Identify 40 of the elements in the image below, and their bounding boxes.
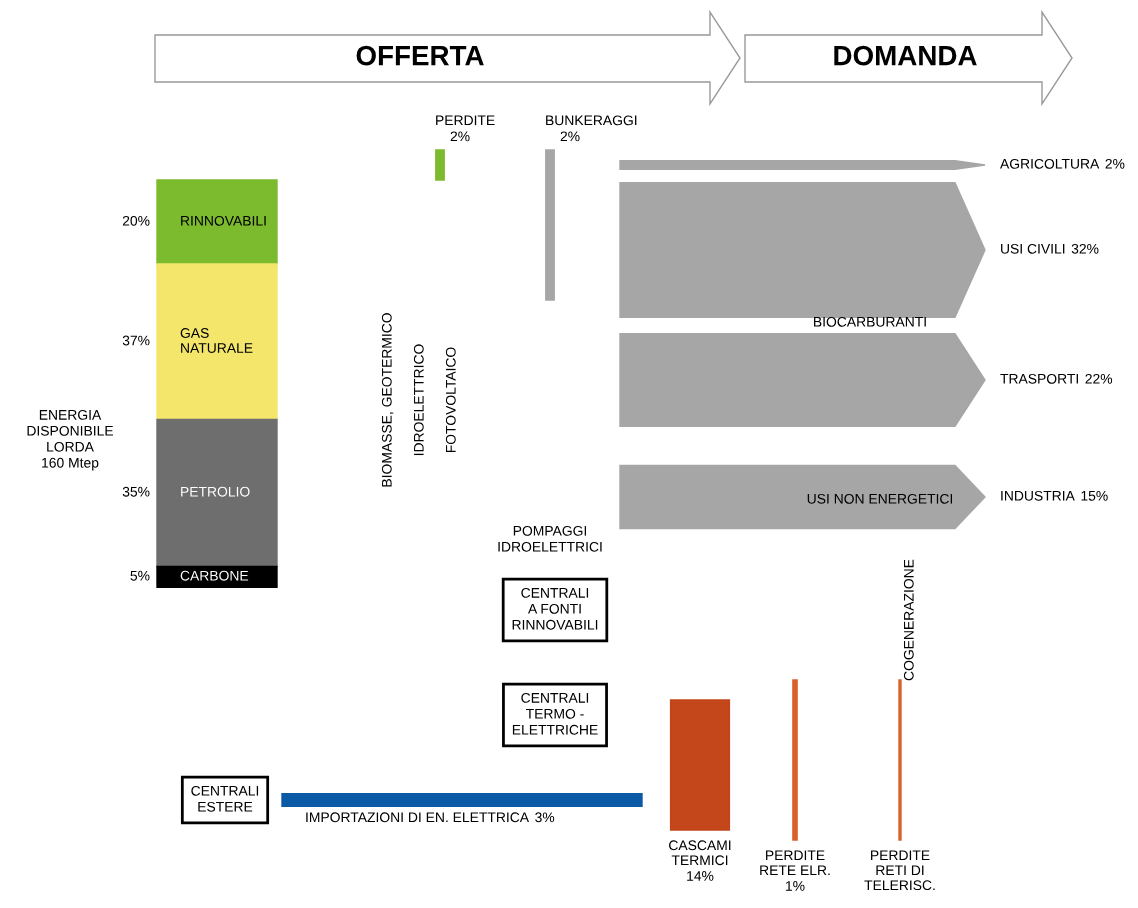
data-label: 2% bbox=[560, 131, 580, 142]
data-label: 14% bbox=[687, 871, 714, 881]
category-label: INDUSTRIA bbox=[1001, 490, 1075, 501]
text: ENERGIA DISPONIBILE LORDA 160 Mtep bbox=[27, 409, 114, 471]
category-label: TRASPORTI bbox=[1000, 373, 1078, 384]
text: CENTRALI ESTERE bbox=[191, 785, 259, 812]
text: FOTOVOLTAICO bbox=[445, 347, 456, 453]
data-label: 20% bbox=[122, 215, 150, 226]
category-label: GAS NATURALE bbox=[180, 328, 253, 353]
text: CENTRALI TERMO - ELETTRICHE bbox=[512, 692, 598, 735]
category-label: PERDITE bbox=[436, 115, 495, 126]
data-label: 15% bbox=[1081, 490, 1108, 501]
category-label: BUNKERAGGI bbox=[546, 115, 637, 126]
text: IDROELETTRICO bbox=[413, 344, 424, 456]
data-label: 2% bbox=[450, 131, 470, 142]
data-label: 22% bbox=[1085, 373, 1113, 384]
category-label: RINNOVABILI bbox=[181, 215, 266, 226]
text: BIOMASSE, GEOTERMICO bbox=[381, 313, 394, 487]
text: DOMANDA bbox=[834, 45, 977, 66]
data-label: 37% bbox=[122, 335, 150, 346]
data-label: 5% bbox=[130, 570, 150, 581]
category-label: AGRICOLTURA bbox=[1000, 158, 1100, 169]
category-label: USI CIVILI bbox=[1001, 243, 1065, 254]
data-label: 3% bbox=[535, 812, 555, 823]
data-label: 32% bbox=[1071, 243, 1099, 254]
text: OFFERTA bbox=[356, 45, 484, 66]
text: COGENERAZIONE bbox=[903, 559, 914, 681]
category-label: CASCAMI TERMICI bbox=[669, 840, 731, 866]
data-label: 1% bbox=[786, 881, 805, 891]
category-label: CARBONE bbox=[180, 570, 249, 581]
data-label: 35% bbox=[122, 486, 150, 497]
data-label: 2% bbox=[1105, 158, 1125, 169]
category-label: PERDITE RETI DI TELERISC. bbox=[864, 850, 935, 891]
text: USI NON ENERGETICI bbox=[807, 493, 953, 504]
category-label: IMPORTAZIONI DI EN. ELETTRICA bbox=[306, 812, 530, 823]
category-label: PETROLIO bbox=[181, 486, 250, 497]
text: BIOCARBURANTI bbox=[814, 316, 926, 327]
text: POMPAGGI IDROELETTRICI bbox=[498, 525, 602, 552]
category-label: PERDITE RETE ELR. bbox=[760, 850, 830, 876]
text: CENTRALI A FONTI RINNOVABILI bbox=[512, 587, 598, 630]
